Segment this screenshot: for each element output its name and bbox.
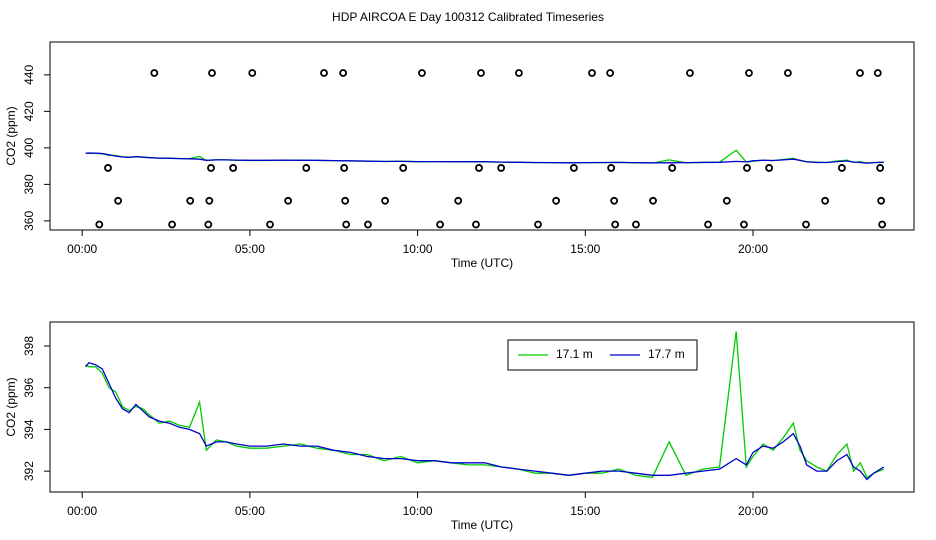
series-line: [85, 331, 885, 479]
scatter-point: [856, 69, 864, 77]
scatter-point: [534, 220, 542, 229]
scatter-point: [610, 196, 619, 205]
scatter-point: [186, 196, 195, 205]
scatter-point: [454, 196, 463, 205]
y-axis-label: CO2 (ppm): [4, 106, 18, 165]
series-line: [85, 361, 885, 481]
scatter-point: [364, 220, 372, 229]
scatter-point: [284, 196, 293, 205]
scatter-point: [339, 69, 348, 77]
plot-frame: [49, 321, 915, 493]
scatter-point: [802, 220, 810, 229]
scatter-point: [381, 196, 389, 205]
scatter-point: [205, 196, 214, 205]
scatter-point: [342, 220, 351, 229]
scatter-point: [873, 69, 882, 77]
scatter-point: [611, 220, 620, 229]
scatter-point: [606, 69, 615, 77]
x-axis-label: Time (UTC): [451, 518, 513, 532]
y-tick-label: 394: [22, 419, 36, 439]
scatter-point: [765, 164, 774, 172]
scatter-point: [649, 196, 657, 205]
scatter-point: [399, 164, 408, 172]
y-axis-label: CO2 (ppm): [4, 377, 18, 436]
scatter-point: [837, 164, 846, 172]
x-tick-label: 15:00: [570, 504, 600, 518]
scatter-point: [168, 220, 176, 229]
scatter-point: [114, 196, 122, 205]
y-tick-label: 440: [22, 65, 36, 85]
x-tick-label: 20:00: [738, 242, 768, 256]
scatter-point: [743, 164, 751, 172]
scatter-point: [248, 69, 257, 77]
scatter-point: [570, 164, 578, 172]
x-tick-label: 05:00: [235, 242, 265, 256]
y-tick-label: 420: [22, 101, 36, 121]
scatter-point: [208, 69, 216, 77]
legend-label: 17.7 m: [648, 347, 685, 361]
scatter-point: [418, 69, 426, 77]
scatter-point: [477, 69, 485, 77]
y-tick-label: 400: [22, 138, 36, 158]
scatter-point: [877, 196, 886, 205]
scatter-point: [436, 220, 444, 229]
x-tick-label: 10:00: [403, 242, 433, 256]
scatter-point: [204, 220, 213, 229]
x-tick-label: 05:00: [235, 504, 265, 518]
scatter-point: [588, 69, 596, 77]
scatter-point: [668, 164, 677, 172]
scatter-point: [497, 164, 506, 172]
scatter-point: [876, 164, 885, 172]
scatter-point: [341, 196, 350, 205]
scatter-point: [475, 164, 483, 172]
scatter-point: [266, 220, 274, 229]
y-tick-label: 396: [22, 377, 36, 397]
scatter-point: [320, 69, 328, 77]
scatter-point: [95, 220, 104, 229]
scatter-point: [552, 196, 561, 205]
y-tick-label: 380: [22, 174, 36, 194]
scatter-point: [745, 69, 753, 77]
scatter-point: [229, 164, 238, 172]
legend-label: 17.1 m: [556, 347, 593, 361]
scatter-point: [878, 220, 887, 229]
scatter-point: [704, 220, 712, 229]
y-tick-label: 398: [22, 336, 36, 356]
x-tick-label: 00:00: [67, 504, 97, 518]
plot-frame: [49, 41, 915, 231]
scatter-point: [722, 196, 731, 205]
scatter-point: [207, 164, 215, 172]
scatter-point: [783, 69, 792, 77]
scatter-point: [632, 220, 640, 229]
scatter-point: [607, 164, 616, 172]
scatter-point: [514, 69, 523, 77]
scatter-point: [686, 69, 694, 77]
series-line: [85, 152, 884, 164]
x-tick-label: 10:00: [403, 504, 433, 518]
x-tick-label: 00:00: [67, 242, 97, 256]
y-tick-label: 392: [22, 461, 36, 481]
scatter-point: [472, 220, 480, 229]
chart-title: HDP AIRCOA E Day 100312 Calibrated Times…: [332, 10, 604, 24]
y-tick-label: 360: [22, 211, 36, 231]
scatter-point: [150, 69, 159, 77]
x-axis-label: Time (UTC): [451, 256, 513, 270]
scatter-point: [104, 164, 112, 172]
scatter-point: [302, 164, 311, 172]
x-tick-label: 20:00: [738, 504, 768, 518]
scatter-point: [340, 164, 349, 172]
scatter-point: [821, 196, 830, 205]
scatter-point: [740, 220, 748, 229]
x-tick-label: 15:00: [570, 242, 600, 256]
